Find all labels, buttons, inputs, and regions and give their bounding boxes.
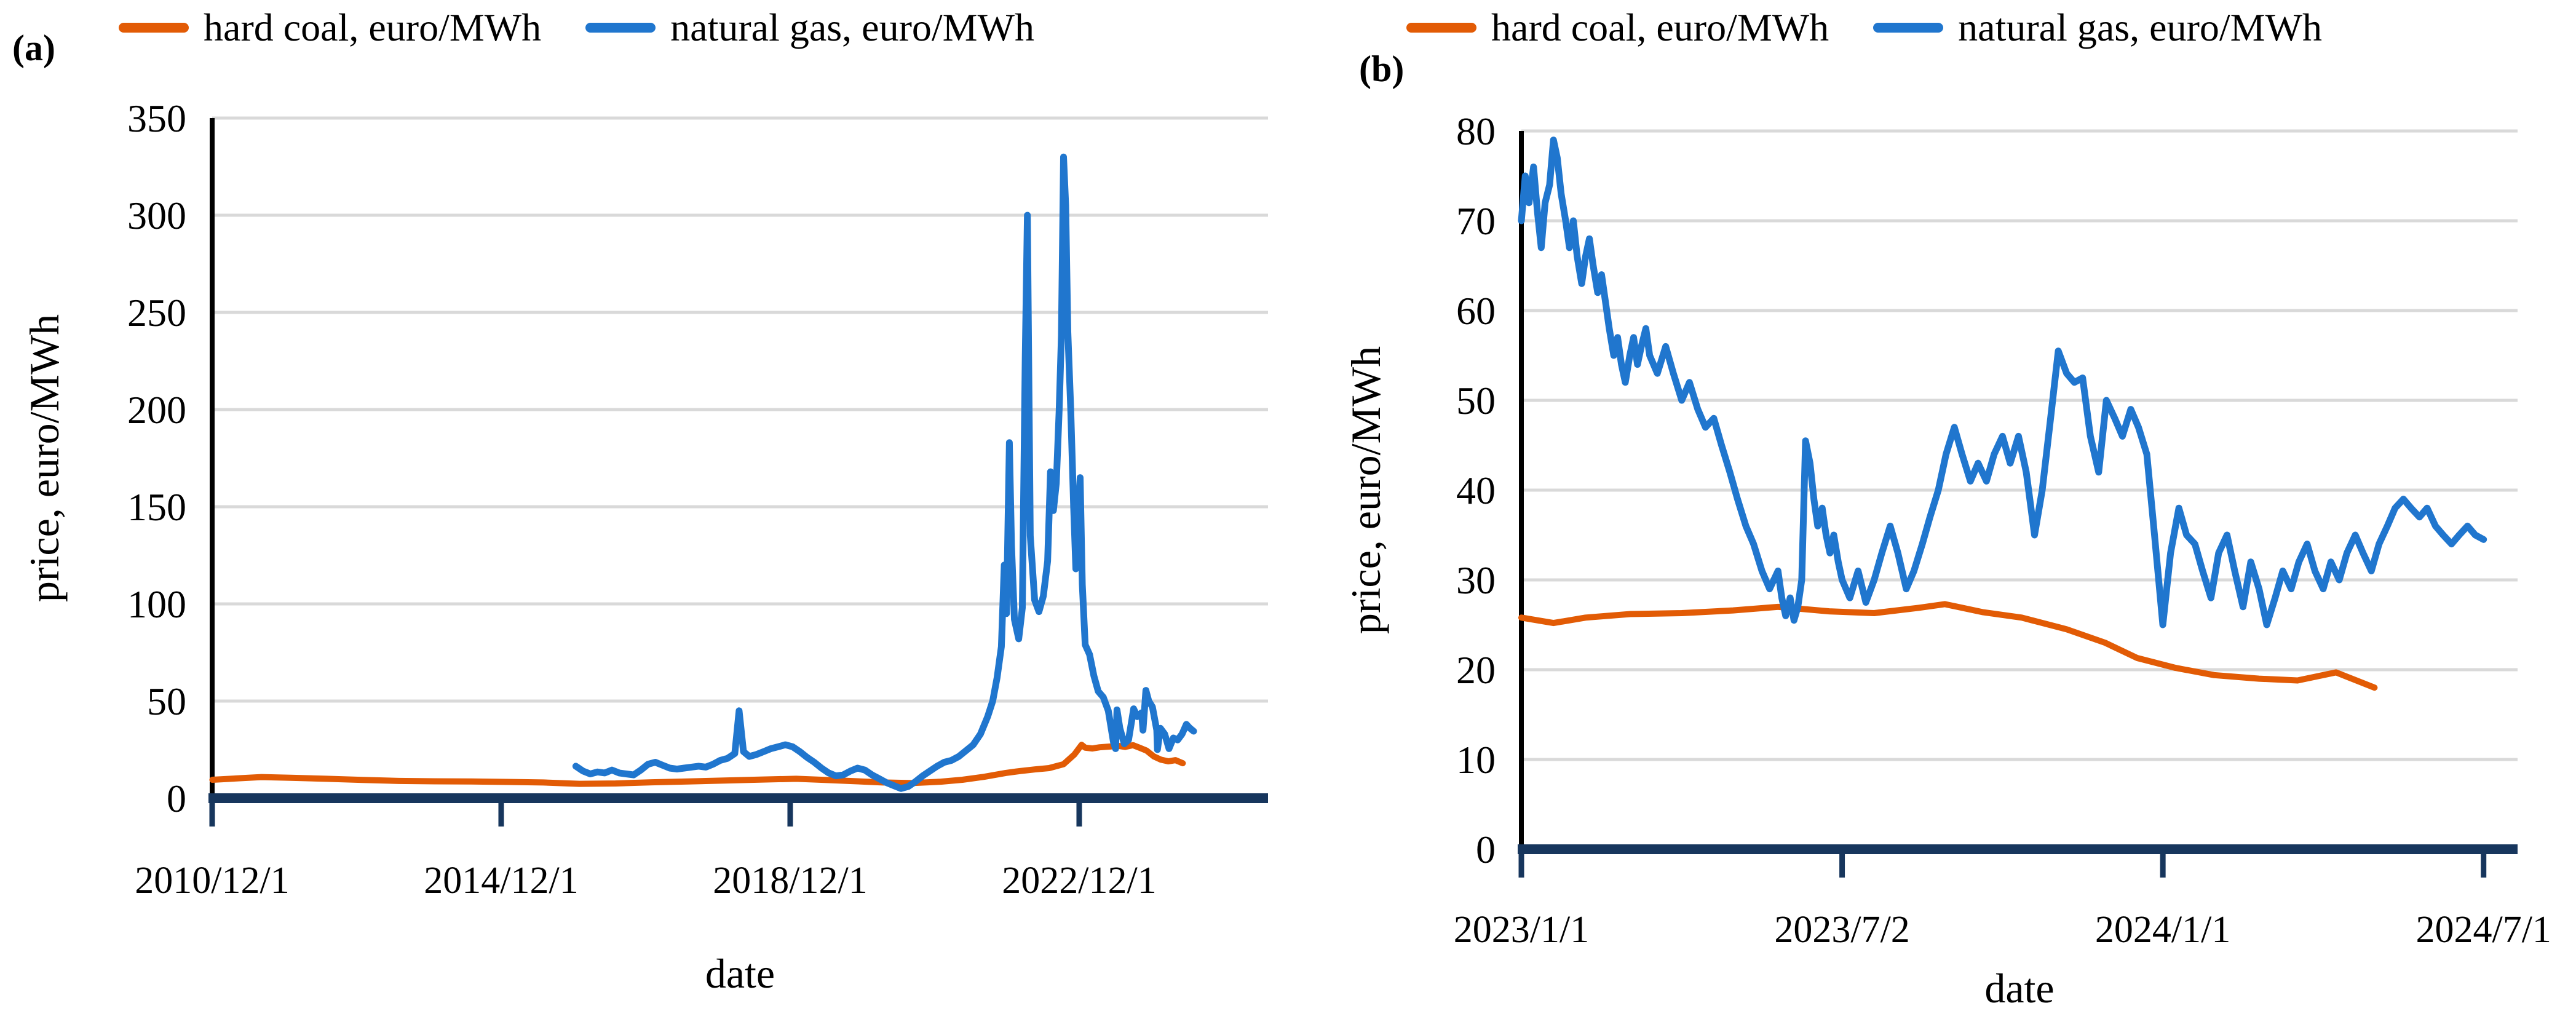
legend-item-hard-coal: hard coal, euro/MWh bbox=[119, 5, 541, 50]
x-tick-label: 2024/1/1 bbox=[2095, 909, 2230, 951]
y-tick-label: 30 bbox=[1456, 558, 1496, 602]
x-tick-label: 2024/7/1 bbox=[2415, 909, 2551, 951]
y-tick-label: 70 bbox=[1456, 199, 1496, 243]
series-line-hard-coal bbox=[209, 742, 1186, 787]
x-axis-title: date bbox=[705, 950, 775, 997]
y-tick-label: 0 bbox=[1476, 828, 1496, 871]
legend-label-hard-coal: hard coal, euro/MWh bbox=[1491, 6, 1829, 49]
x-tick-label: 2010/12/1 bbox=[135, 860, 289, 902]
natural-gas-swatch-icon bbox=[585, 23, 656, 33]
x-tick-label: 2023/1/1 bbox=[1454, 909, 1589, 951]
chart-panel-a: hard coal, euro/MWh natural gas, euro/MW… bbox=[0, 5, 1268, 997]
legend-item-natural-gas: natural gas, euro/MWh bbox=[1873, 5, 2322, 50]
y-tick-label: 40 bbox=[1456, 469, 1496, 512]
hard-coal-swatch-icon bbox=[119, 23, 189, 33]
x-tick-label: 2022/12/1 bbox=[1002, 860, 1156, 902]
y-tick-label: 50 bbox=[1456, 379, 1496, 422]
legend-item-hard-coal: hard coal, euro/MWh bbox=[1406, 5, 1829, 50]
y-tick-label: 300 bbox=[127, 194, 186, 237]
panel-label-a: (a) bbox=[12, 28, 55, 68]
y-tick-label: 50 bbox=[147, 680, 186, 723]
legend-a: hard coal, euro/MWh natural gas, euro/MW… bbox=[0, 5, 1221, 50]
y-tick-label: 150 bbox=[127, 485, 186, 529]
y-axis-title: price, euro/MWh bbox=[21, 314, 68, 602]
series-line-natural-gas bbox=[1518, 137, 2487, 628]
line-chart-a: 0 50 100 150 200 250 300 350 2010/12/1 2014/12/1 2… bbox=[21, 97, 1268, 997]
panel-label-b: (b) bbox=[1359, 49, 1405, 89]
x-tick-label: 2023/7/2 bbox=[1774, 909, 1909, 951]
chart-panel-b: hard coal, euro/MWh natural gas, euro/MW… bbox=[1288, 0, 2576, 1011]
x-tick-label: 2014/12/1 bbox=[424, 860, 578, 902]
x-axis-title: date bbox=[1984, 965, 2054, 1011]
line-chart-b: 0 10 20 30 40 50 60 70 80 2023/1/1 2023/7/2 2024/1/… bbox=[1342, 109, 2551, 1011]
y-tick-label: 10 bbox=[1456, 738, 1496, 782]
y-tick-label: 0 bbox=[167, 777, 186, 820]
y-tick-label: 200 bbox=[127, 388, 186, 432]
legend-label-natural-gas: natural gas, euro/MWh bbox=[1958, 6, 2322, 49]
legend-label-natural-gas: natural gas, euro/MWh bbox=[670, 6, 1034, 49]
legend-label-hard-coal: hard coal, euro/MWh bbox=[204, 6, 542, 49]
y-tick-label: 80 bbox=[1456, 109, 1496, 153]
y-tick-label: 20 bbox=[1456, 648, 1496, 692]
legend-item-natural-gas: natural gas, euro/MWh bbox=[585, 5, 1034, 50]
y-tick-label: 100 bbox=[127, 582, 186, 626]
hard-coal-swatch-icon bbox=[1406, 23, 1477, 33]
y-axis-title: price, euro/MWh bbox=[1342, 346, 1389, 634]
series-line-hard-coal bbox=[1518, 601, 2378, 691]
y-tick-label: 60 bbox=[1456, 289, 1496, 333]
y-tick-label: 350 bbox=[127, 97, 186, 140]
x-tick-label: 2018/12/1 bbox=[713, 860, 867, 902]
natural-gas-swatch-icon bbox=[1873, 23, 1944, 33]
legend-b: hard coal, euro/MWh natural gas, euro/MW… bbox=[1220, 5, 2508, 50]
series-line-natural-gas bbox=[572, 153, 1197, 792]
y-tick-label: 250 bbox=[127, 291, 186, 335]
